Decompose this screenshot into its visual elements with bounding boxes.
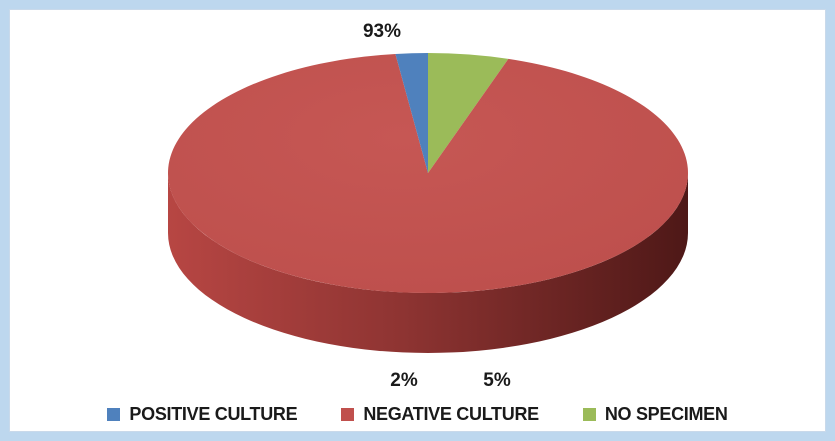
- legend-label-negative-culture: NEGATIVE CULTURE: [363, 404, 539, 424]
- pie-slice-positive-culture: [395, 53, 428, 173]
- data-label-no-specimen: 5%: [483, 370, 511, 391]
- legend-swatch-no-specimen: [582, 408, 596, 421]
- pie-side-negative-culture: [168, 173, 688, 353]
- legend-swatch-negative-culture: [341, 408, 355, 421]
- legend: POSITIVE CULTURE NEGATIVE CULTURE NO SPECI…: [0, 404, 835, 425]
- legend-swatch-positive-culture: [107, 408, 121, 421]
- data-label-negative-culture: 93%: [363, 21, 401, 42]
- legend-label-no-specimen: NO SPECIMEN: [604, 404, 728, 424]
- data-label-positive-culture: 2%: [390, 370, 418, 391]
- legend-item-negative-culture: NEGATIVE CULTURE: [341, 404, 539, 425]
- legend-item-no-specimen: NO SPECIMEN: [582, 404, 728, 425]
- legend-label-positive-culture: POSITIVE CULTURE: [129, 404, 298, 424]
- legend-item-positive-culture: POSITIVE CULTURE: [107, 404, 298, 425]
- pie-slice-no-specimen: [428, 53, 509, 173]
- pie-slice-negative-culture: [168, 53, 689, 293]
